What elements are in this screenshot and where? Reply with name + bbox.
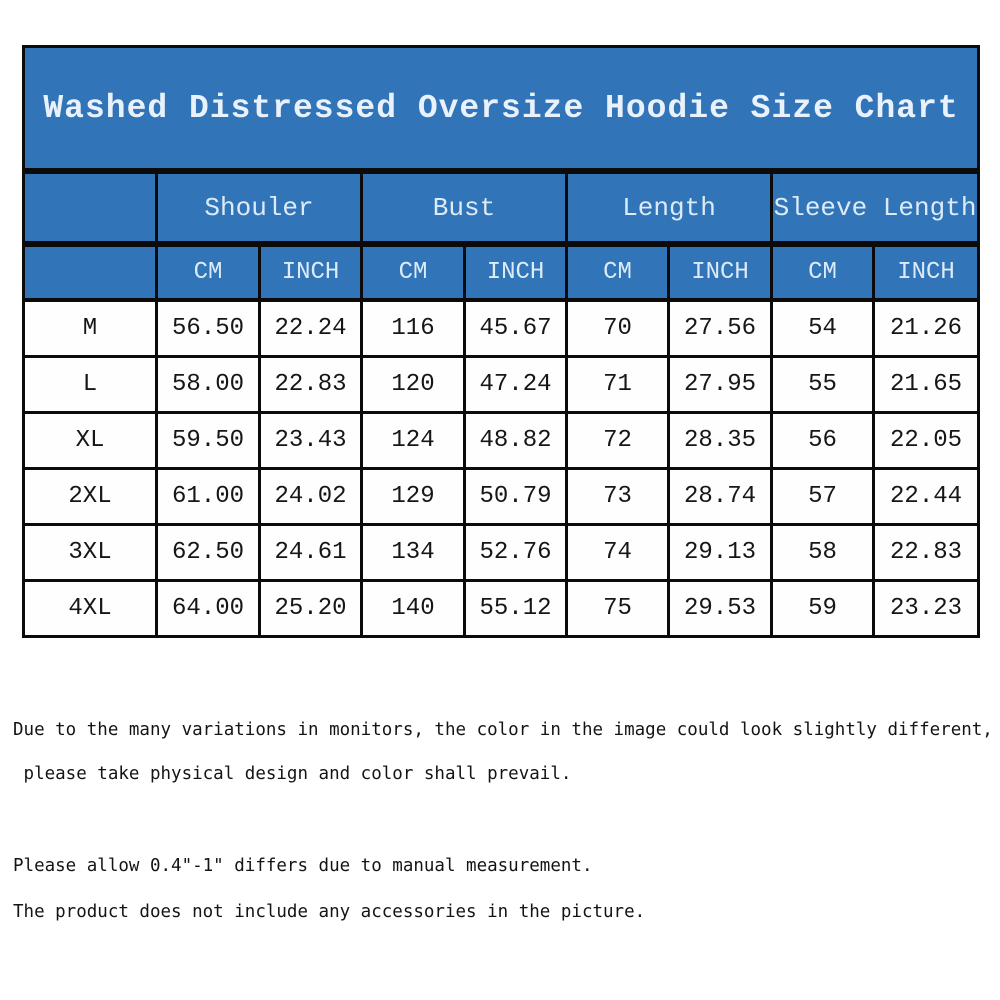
unit-header-sleeve-cm: CM [770, 242, 875, 302]
cell-value: 57 [770, 467, 875, 526]
group-header-bust: Bust [360, 169, 568, 247]
cell-value: 28.74 [667, 467, 773, 526]
table-row-4xl: 4XL 64.00 25.20 140 55.12 75 29.53 59 23… [22, 579, 981, 638]
cell-value: 129 [360, 467, 466, 526]
unit-header-bust-cm: CM [360, 242, 466, 302]
cell-value: 23.43 [258, 411, 363, 470]
table-row-l: L 58.00 22.83 120 47.24 71 27.95 55 21.6… [22, 355, 981, 414]
cell-value: 22.05 [871, 411, 981, 470]
unit-header-length-cm: CM [565, 242, 670, 302]
table-row-m: M 56.50 22.24 116 45.67 70 27.56 54 21.2… [22, 298, 981, 358]
cell-value: 22.83 [258, 355, 363, 414]
cell-value: 27.95 [667, 355, 773, 414]
note-accessories: The product does not include any accesso… [13, 902, 646, 922]
cell-value: 72 [565, 411, 670, 470]
cell-value: 55 [770, 355, 875, 414]
cell-value: 116 [360, 298, 466, 358]
unit-header-shoulder-cm: CM [155, 242, 261, 302]
cell-value: 21.65 [871, 355, 981, 414]
cell-value: 48.82 [463, 411, 568, 470]
cell-value: 140 [360, 579, 466, 638]
group-header-length: Length [565, 169, 773, 247]
cell-value: 50.79 [463, 467, 568, 526]
size-label: L [22, 355, 158, 414]
cell-value: 24.61 [258, 523, 363, 582]
cell-value: 71 [565, 355, 670, 414]
cell-value: 29.53 [667, 579, 773, 638]
note-measurement-tolerance: Please allow 0.4"-1" differs due to manu… [13, 856, 593, 876]
cell-value: 73 [565, 467, 670, 526]
corner-cell-units [22, 242, 158, 302]
unit-header-row: CM INCH CM INCH CM INCH CM INCH [22, 242, 981, 302]
cell-value: 23.23 [871, 579, 981, 638]
cell-value: 47.24 [463, 355, 568, 414]
cell-value: 29.13 [667, 523, 773, 582]
cell-value: 28.35 [667, 411, 773, 470]
cell-value: 55.12 [463, 579, 568, 638]
cell-value: 120 [360, 355, 466, 414]
group-header-sleeve-length: Sleeve Length [769, 169, 981, 247]
cell-value: 56 [770, 411, 875, 470]
unit-header-bust-inch: INCH [463, 242, 568, 302]
note-monitor-disclaimer-line1: Due to the many variations in monitors, … [13, 720, 993, 740]
size-label: XL [22, 411, 158, 470]
unit-header-shoulder-inch: INCH [258, 242, 363, 302]
table-row-3xl: 3XL 62.50 24.61 134 52.76 74 29.13 58 22… [22, 523, 981, 582]
cell-value: 74 [565, 523, 670, 582]
cell-value: 62.50 [155, 523, 261, 582]
cell-value: 59.50 [155, 411, 261, 470]
cell-value: 22.83 [871, 523, 981, 582]
cell-value: 59 [770, 579, 875, 638]
size-chart-table: Washed Distressed Oversize Hoodie Size C… [21, 45, 981, 638]
cell-value: 124 [360, 411, 466, 470]
cell-value: 56.50 [155, 298, 261, 358]
cell-value: 25.20 [258, 579, 363, 638]
cell-value: 45.67 [463, 298, 568, 358]
size-label: 3XL [22, 523, 158, 582]
unit-header-length-inch: INCH [667, 242, 773, 302]
group-header-shoulder: Shouler [155, 169, 363, 247]
size-label: M [22, 298, 158, 358]
cell-value: 58.00 [155, 355, 261, 414]
cell-value: 70 [565, 298, 670, 358]
cell-value: 27.56 [667, 298, 773, 358]
corner-cell-groups [22, 169, 158, 247]
title-row: Washed Distressed Oversize Hoodie Size C… [21, 45, 981, 174]
note-monitor-disclaimer-line2: please take physical design and color sh… [13, 764, 572, 784]
cell-value: 64.00 [155, 579, 261, 638]
table-row-2xl: 2XL 61.00 24.02 129 50.79 73 28.74 57 22… [22, 467, 981, 526]
cell-value: 134 [360, 523, 466, 582]
cell-value: 21.26 [871, 298, 981, 358]
size-label: 2XL [22, 467, 158, 526]
cell-value: 52.76 [463, 523, 568, 582]
unit-header-sleeve-inch: INCH [871, 242, 981, 302]
cell-value: 75 [565, 579, 670, 638]
table-row-xl: XL 59.50 23.43 124 48.82 72 28.35 56 22.… [22, 411, 981, 470]
cell-value: 22.44 [871, 467, 981, 526]
group-header-row: Shouler Bust Length Sleeve Length [22, 169, 981, 247]
size-label: 4XL [22, 579, 158, 638]
cell-value: 24.02 [258, 467, 363, 526]
cell-value: 22.24 [258, 298, 363, 358]
cell-value: 61.00 [155, 467, 261, 526]
cell-value: 54 [770, 298, 875, 358]
chart-title: Washed Distressed Oversize Hoodie Size C… [21, 45, 981, 174]
cell-value: 58 [770, 523, 875, 582]
